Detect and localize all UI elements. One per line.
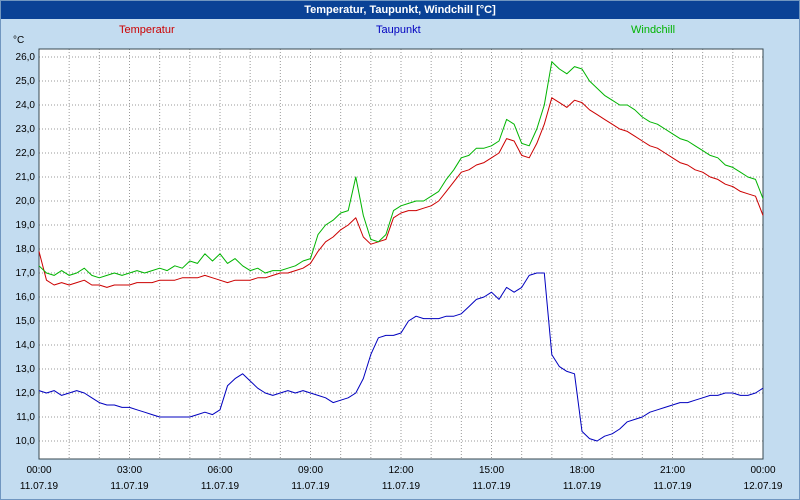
y-tick-label: 11,0 — [16, 412, 35, 423]
x-tick-time-label: 09:00 — [298, 465, 323, 476]
legend-windchill-label: Windchill — [631, 24, 676, 36]
legend-temperatur-label: Temperatur — [119, 24, 175, 36]
window-title: Temperatur, Taupunkt, Windchill [°C] — [304, 4, 496, 16]
y-tick-label: 19,0 — [16, 220, 36, 231]
y-tick-label: 20,0 — [16, 196, 36, 207]
legend-taupunkt-label: Taupunkt — [376, 24, 421, 36]
x-tick-time-label: 00:00 — [26, 465, 51, 476]
titlebar: Temperatur, Taupunkt, Windchill [°C] — [1, 1, 799, 19]
y-tick-label: 14,0 — [16, 340, 36, 351]
x-tick-date-label: 12.07.19 — [744, 481, 783, 492]
x-tick-time-label: 06:00 — [207, 465, 232, 476]
series-taupunkt-line — [38, 272, 764, 442]
x-tick-date-label: 11.07.19 — [20, 481, 59, 492]
gridlines — [38, 49, 764, 459]
y-tick-label: 26,0 — [16, 52, 36, 63]
series-temperatur-line — [38, 97, 764, 288]
x-tick-date-label: 11.07.19 — [291, 481, 330, 492]
y-tick-label: 13,0 — [16, 364, 36, 375]
x-axis-labels: 00:00 11.07.19 03:00 11.07.19 06:00 11.07.19 0… — [20, 465, 783, 492]
y-tick-label: 15,0 — [16, 316, 36, 327]
x-tick-date-label: 11.07.19 — [201, 481, 240, 492]
x-tick-time-label: 12:00 — [388, 465, 413, 476]
y-tick-label: 25,0 — [16, 76, 36, 87]
plot-frame — [38, 48, 764, 460]
x-tick-date-label: 11.07.19 — [653, 481, 692, 492]
legend: Temperatur Taupunkt Windchill — [1, 24, 799, 38]
y-tick-label: 17,0 — [16, 268, 36, 279]
y-tick-label: 24,0 — [16, 100, 36, 111]
x-tick-date-label: 11.07.19 — [472, 481, 511, 492]
x-tick-time-label: 18:00 — [569, 465, 594, 476]
y-tick-label: 12,0 — [16, 388, 36, 399]
x-tick-time-label: 21:00 — [660, 465, 685, 476]
x-tick-time-label: 03:00 — [117, 465, 142, 476]
x-tick-date-label: 11.07.19 — [563, 481, 602, 492]
chart-canvas: °C 26,0 25,0 24,0 23,0 22,0 21,0 20,0 19,0 18,0 17… — [13, 35, 783, 492]
x-tick-time-label: 15:00 — [479, 465, 504, 476]
y-tick-label: 18,0 — [16, 244, 36, 255]
x-tick-date-label: 11.07.19 — [382, 481, 421, 492]
y-axis-labels: 26,0 25,0 24,0 23,0 22,0 21,0 20,0 19,0 18,0 17,0… — [16, 52, 36, 447]
y-tick-label: 21,0 — [16, 172, 36, 183]
series-windchill-line — [38, 61, 764, 279]
y-tick-label: 22,0 — [16, 148, 36, 159]
x-tick-date-label: 11.07.19 — [110, 481, 149, 492]
y-tick-label: 10,0 — [16, 436, 36, 447]
y-axis-unit-label: °C — [13, 35, 24, 46]
x-tick-time-label: 00:00 — [750, 465, 775, 476]
y-tick-label: 23,0 — [16, 124, 36, 135]
y-tick-label: 16,0 — [16, 292, 36, 303]
